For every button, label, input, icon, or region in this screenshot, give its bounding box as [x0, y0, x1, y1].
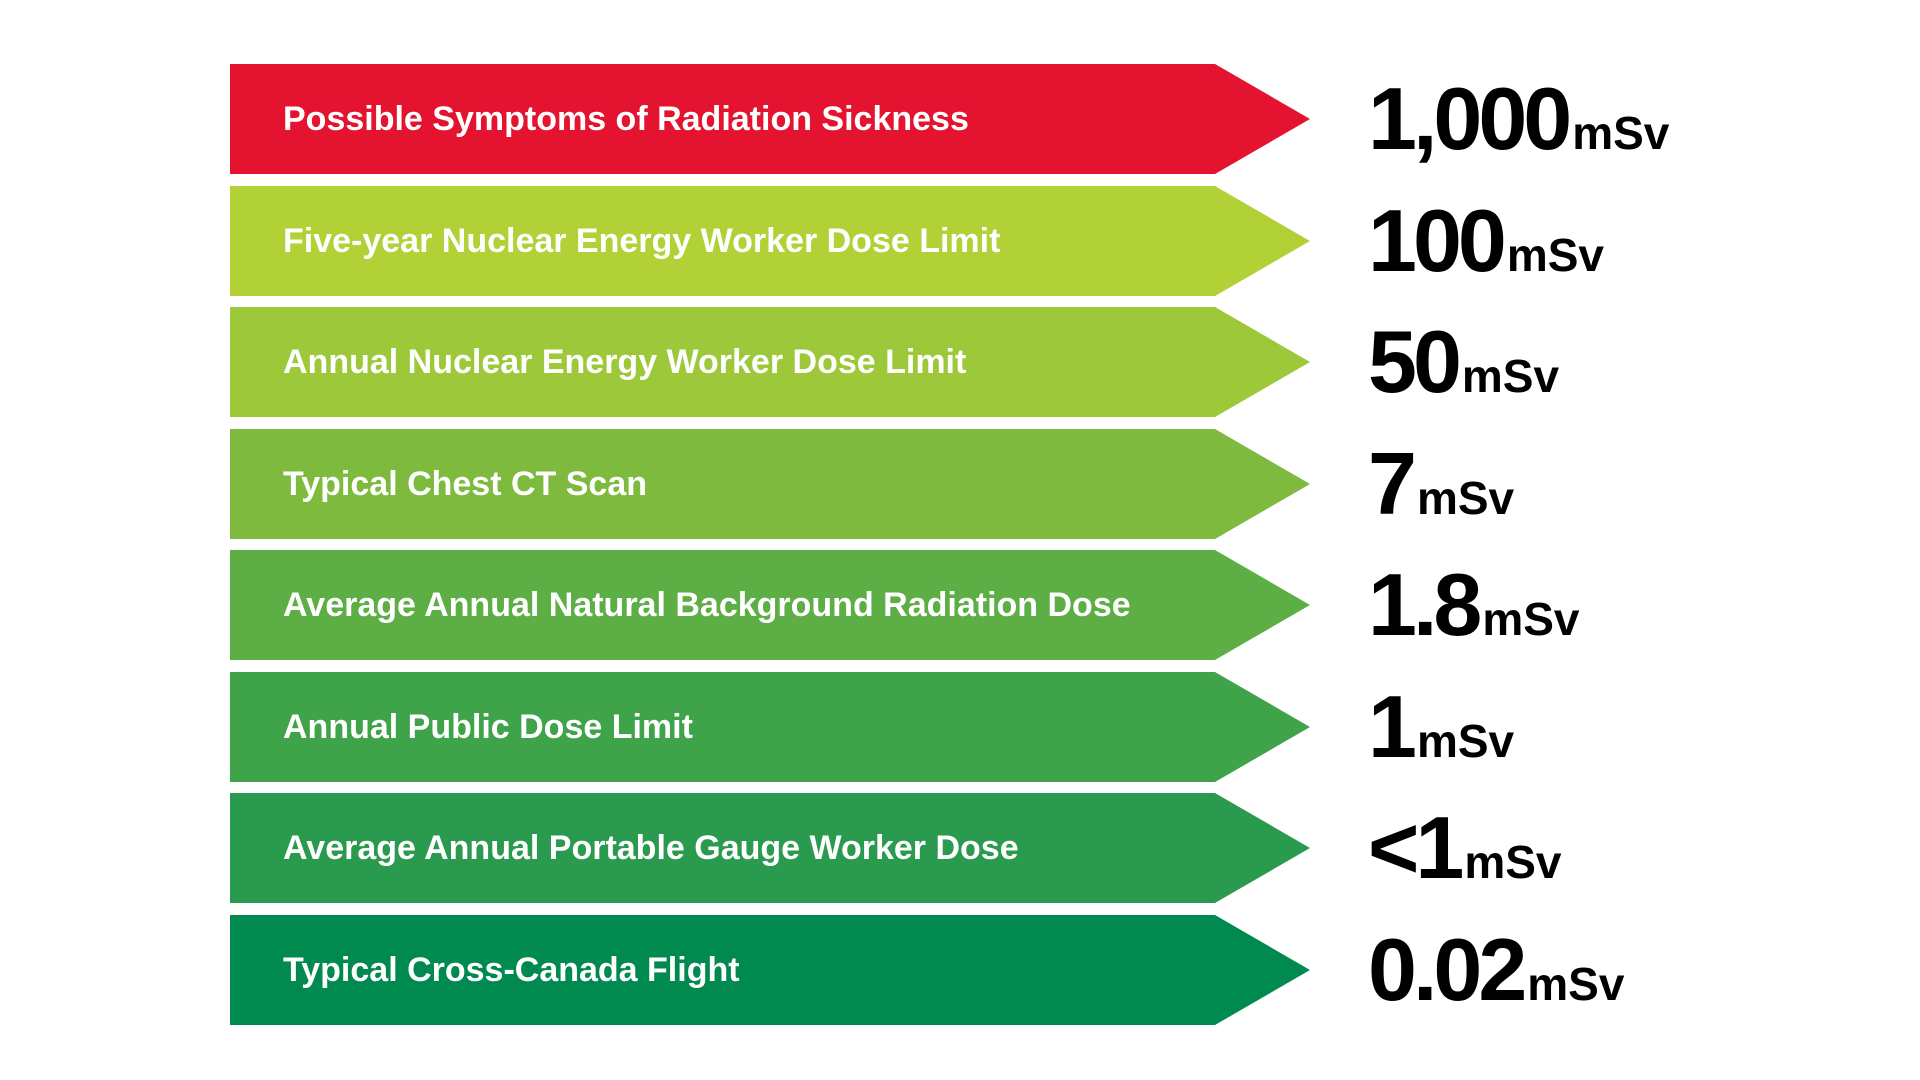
dose-row: Typical Chest CT Scan 7mSv [230, 429, 1730, 539]
dose-unit: mSv [1506, 229, 1604, 281]
dose-arrow-bar: Average Annual Natural Background Radiat… [230, 550, 1310, 660]
dose-value-label: 100mSv [1368, 191, 1604, 291]
dose-arrow-bar: Possible Symptoms of Radiation Sickness [230, 64, 1310, 174]
dose-value-label: <1mSv [1368, 798, 1562, 898]
dose-unit: mSv [1464, 836, 1562, 888]
dose-label: Typical Cross-Canada Flight [283, 951, 740, 989]
dose-label: Average Annual Natural Background Radiat… [283, 586, 1131, 624]
dose-value-label: 1,000mSv [1368, 69, 1669, 169]
dose-arrow-bar: Typical Chest CT Scan [230, 429, 1310, 539]
dose-arrow-bar: Average Annual Portable Gauge Worker Dos… [230, 793, 1310, 903]
dose-value-label: 7mSv [1368, 434, 1514, 534]
dose-label: Annual Nuclear Energy Worker Dose Limit [283, 343, 967, 381]
dose-value: 50 [1368, 312, 1462, 411]
dose-value: 1.8 [1368, 555, 1482, 654]
dose-unit: mSv [1572, 107, 1670, 159]
dose-value-label: 0.02mSv [1368, 920, 1624, 1020]
dose-unit: mSv [1527, 958, 1625, 1010]
dose-unit: mSv [1482, 593, 1580, 645]
dose-value: 1 [1368, 677, 1417, 776]
dose-arrow-bar: Typical Cross-Canada Flight [230, 915, 1310, 1025]
dose-unit: mSv [1416, 472, 1515, 524]
dose-value-label: 50mSv [1368, 312, 1559, 412]
dose-label: Annual Public Dose Limit [283, 708, 693, 746]
dose-value: 7 [1368, 434, 1417, 533]
dose-value-label: 1.8mSv [1368, 555, 1580, 655]
dose-row: Five-year Nuclear Energy Worker Dose Lim… [230, 186, 1730, 296]
dose-arrow-bar: Annual Nuclear Energy Worker Dose Limit [230, 307, 1310, 417]
dose-label: Possible Symptoms of Radiation Sickness [283, 100, 969, 138]
dose-value: 0.02 [1368, 920, 1527, 1019]
dose-value: 100 [1368, 191, 1507, 290]
dose-row: Possible Symptoms of Radiation Sickness 1… [230, 64, 1730, 174]
dose-label: Five-year Nuclear Energy Worker Dose Lim… [283, 222, 1001, 260]
dose-unit: mSv [1461, 350, 1560, 402]
dose-row: Average Annual Natural Background Radiat… [230, 550, 1730, 660]
dose-row: Annual Public Dose Limit 1mSv [230, 672, 1730, 782]
dose-value-label: 1mSv [1368, 677, 1514, 777]
dose-row: Typical Cross-Canada Flight 0.02mSv [230, 915, 1730, 1025]
dose-row: Average Annual Portable Gauge Worker Dos… [230, 793, 1730, 903]
dose-row: Annual Nuclear Energy Worker Dose Limit 5… [230, 307, 1730, 417]
dose-arrow-bar: Annual Public Dose Limit [230, 672, 1310, 782]
dose-value: <1 [1368, 798, 1464, 897]
dose-arrow-bar: Five-year Nuclear Energy Worker Dose Lim… [230, 186, 1310, 296]
dose-label: Typical Chest CT Scan [283, 465, 648, 503]
dose-value: 1,000 [1368, 69, 1572, 168]
dose-unit: mSv [1416, 715, 1515, 767]
dose-label: Average Annual Portable Gauge Worker Dos… [283, 829, 1019, 867]
